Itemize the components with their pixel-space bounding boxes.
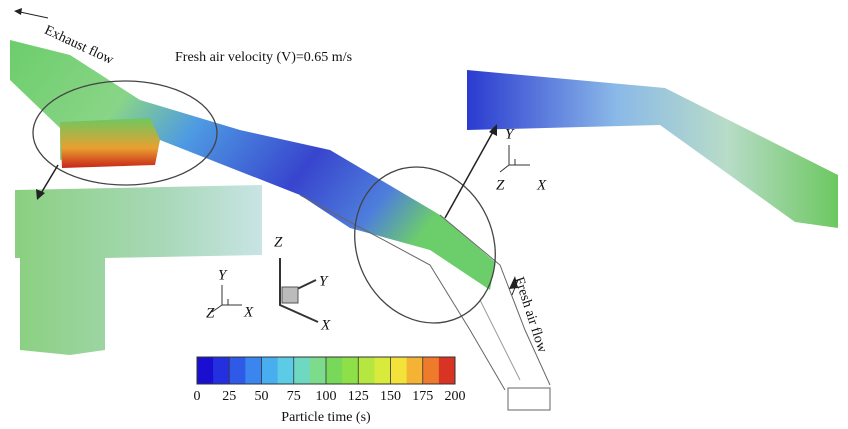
tick-label: 200 <box>445 389 466 404</box>
axis-label: Y <box>319 273 329 289</box>
color-segment <box>309 357 327 384</box>
color-segment <box>197 357 214 384</box>
tick-label: 75 <box>287 389 301 404</box>
axis-label: Z <box>206 305 215 321</box>
tick-label: 125 <box>348 389 369 404</box>
tick-label: 100 <box>316 389 337 404</box>
axis-label: Z <box>274 234 283 250</box>
color-segment <box>390 357 408 384</box>
color-segment <box>293 357 311 384</box>
color-segment <box>406 357 424 384</box>
duct-visual <box>10 8 838 411</box>
tick-label: 150 <box>380 389 401 404</box>
tick-label: 50 <box>255 389 269 404</box>
color-segment <box>342 357 359 384</box>
color-segment <box>213 357 230 384</box>
axis-label: X <box>320 317 331 333</box>
tick-label: 0 <box>194 389 201 404</box>
colorbar-label: Particle time (s) <box>281 410 371 425</box>
annotation: Fresh air velocity (V)=0.65 m/s <box>175 50 352 65</box>
annotation: Fresh air flow <box>511 275 550 355</box>
axis-label: Y <box>218 267 228 283</box>
color-segment <box>358 357 375 384</box>
color-segment <box>422 357 440 384</box>
tick-label: 175 <box>412 389 433 404</box>
color-segment <box>245 357 262 384</box>
tick-label: 25 <box>222 389 236 404</box>
color-segment <box>277 357 295 384</box>
axis-label: X <box>536 177 547 193</box>
color-segment <box>229 357 246 384</box>
colorbar: 0 25 50 75 100 125 150 175 200 <box>194 356 466 404</box>
color-segment <box>374 357 391 384</box>
axis-label: X <box>243 304 254 320</box>
axis-label: Z <box>496 177 505 193</box>
color-segment <box>261 357 279 384</box>
color-segment <box>326 357 343 384</box>
color-segment <box>438 357 456 384</box>
axis-label: Y <box>505 126 515 142</box>
